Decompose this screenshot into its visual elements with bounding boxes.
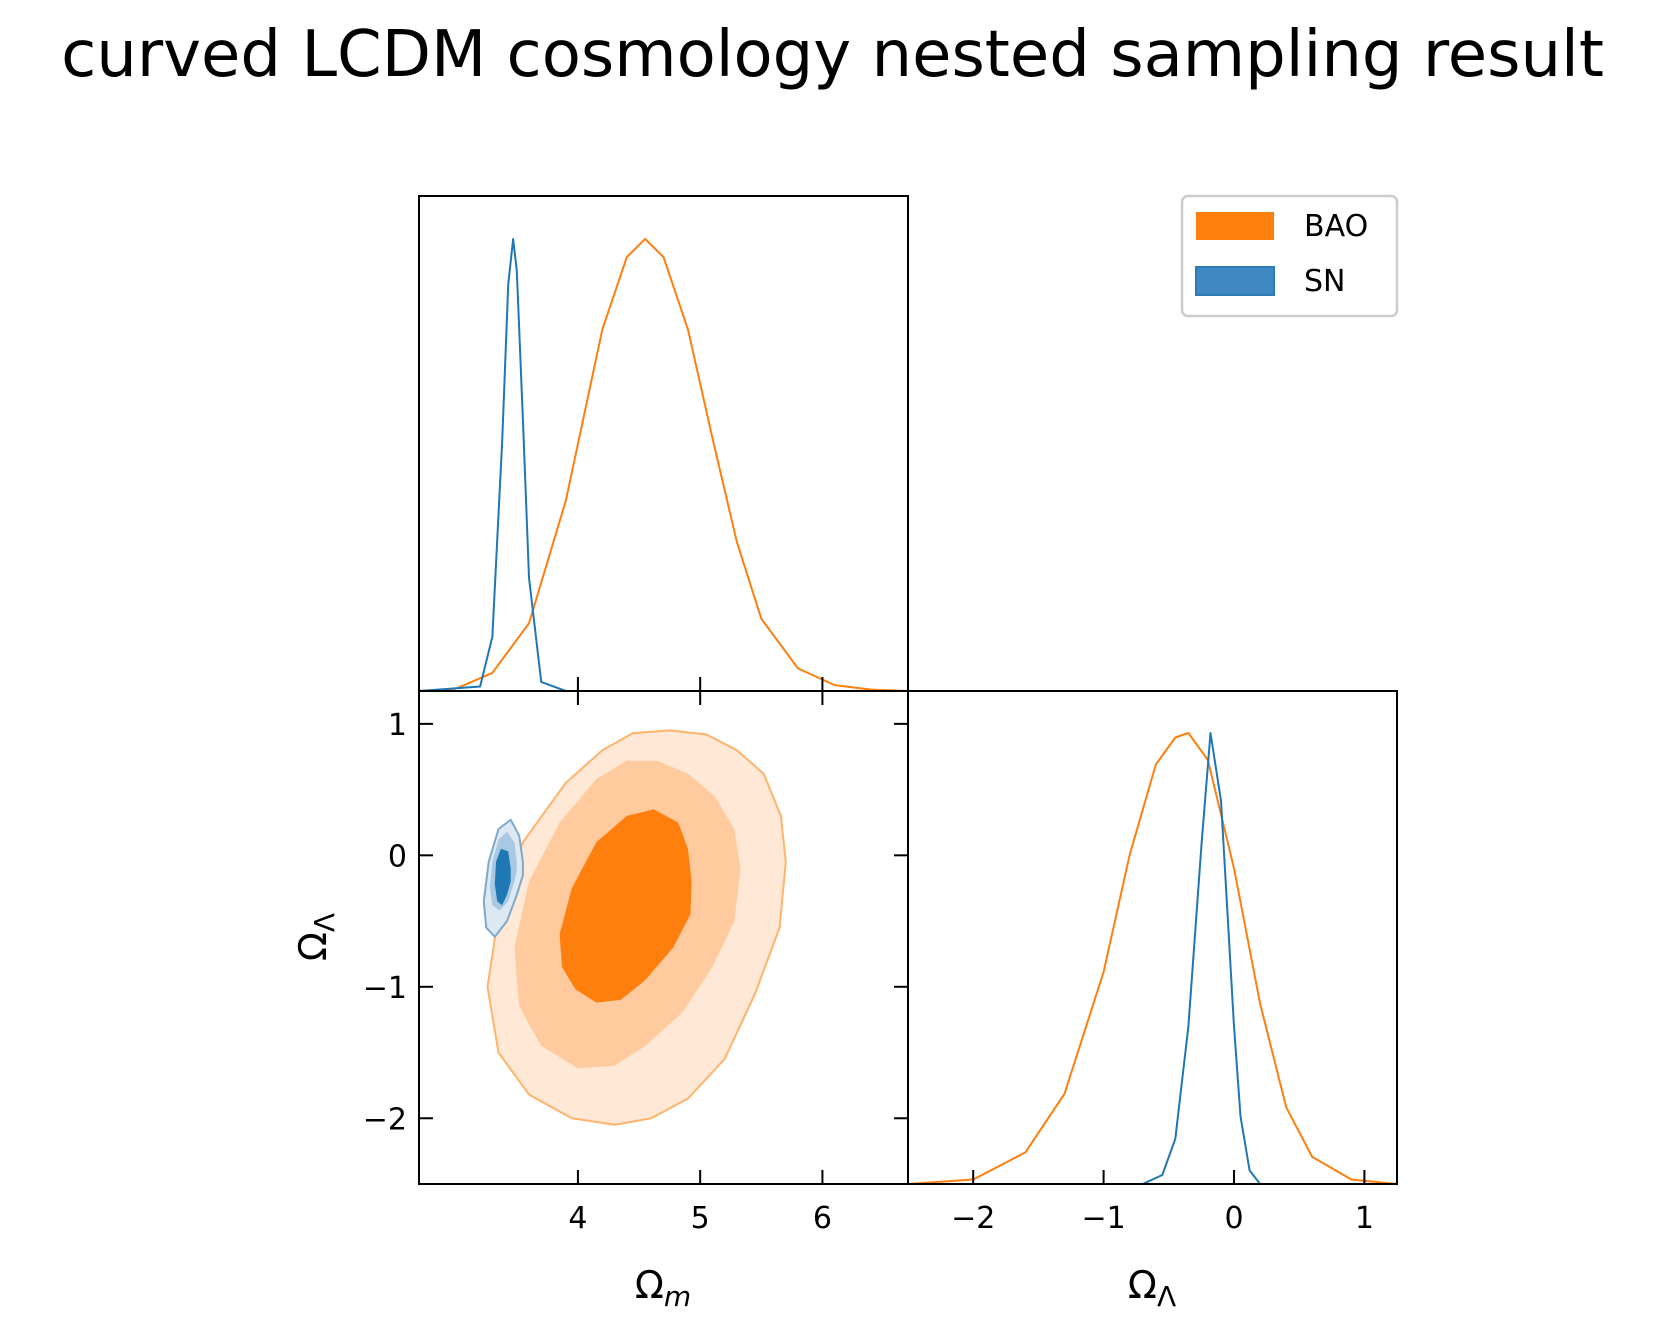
marginal-omega-m-sn-line bbox=[419, 238, 908, 691]
x-axis-label-omega-lambda: ΩΛ bbox=[1128, 1263, 1176, 1313]
panel-marginal-omega-lambda: −2 −1 0 1 bbox=[907, 690, 1398, 1236]
marginal-omega-lambda-bao-line bbox=[908, 732, 1397, 1184]
legend: BAO SN bbox=[1180, 194, 1399, 318]
joint-x-tick-label-0: 4 bbox=[568, 1201, 587, 1236]
right-x-tick-label-3: 1 bbox=[1355, 1201, 1374, 1236]
panel-marginal-omega-m bbox=[418, 195, 909, 692]
right-x-tick-label-1: −1 bbox=[1081, 1201, 1125, 1236]
right-x-tick-label-0: −2 bbox=[951, 1201, 995, 1236]
marginal-omega-m-bao-line bbox=[419, 238, 908, 691]
legend-entry-sn: SN bbox=[1195, 264, 1345, 299]
joint-y-tick-label-2: 0 bbox=[388, 839, 407, 874]
y-axis-label-omega-lambda: ΩΛ bbox=[291, 913, 341, 961]
joint-y-tick-label-1: −1 bbox=[363, 971, 407, 1006]
joint-y-tick-label-3: 1 bbox=[388, 708, 407, 743]
x-axis-label-omega-m: Ωm bbox=[635, 1263, 691, 1313]
joint-x-tick-label-2: 6 bbox=[813, 1201, 832, 1236]
joint-x-tick-label-1: 5 bbox=[691, 1201, 710, 1236]
contour-bao-level-2 bbox=[559, 809, 692, 1003]
chart-title: curved LCDM cosmology nested sampling re… bbox=[61, 18, 1604, 92]
right-x-tick-label-2: 0 bbox=[1224, 1201, 1243, 1236]
panel-joint: 4 5 6 −2 −1 0 1 bbox=[363, 690, 909, 1236]
svg-text:SN: SN bbox=[1304, 264, 1345, 299]
svg-text:BAO: BAO bbox=[1304, 209, 1368, 244]
marginal-omega-lambda-sn-line bbox=[908, 732, 1397, 1184]
legend-entry-bao: BAO bbox=[1196, 209, 1368, 244]
joint-y-tick-label-0: −2 bbox=[363, 1102, 407, 1137]
contour-sn-level-2 bbox=[494, 848, 511, 906]
